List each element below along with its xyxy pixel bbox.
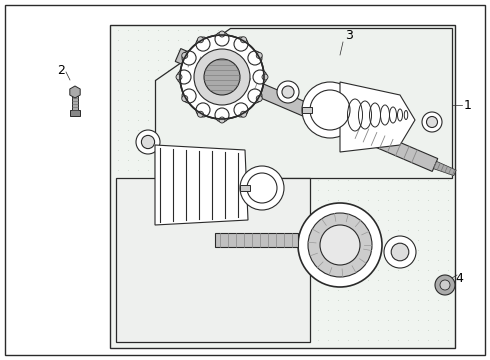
Circle shape <box>247 173 277 203</box>
Circle shape <box>196 103 210 117</box>
Bar <box>72 96 78 112</box>
Polygon shape <box>116 178 310 342</box>
Circle shape <box>182 53 188 59</box>
Circle shape <box>298 203 382 287</box>
Circle shape <box>136 130 160 154</box>
Circle shape <box>310 90 350 130</box>
Circle shape <box>176 74 182 80</box>
Circle shape <box>256 95 262 102</box>
Circle shape <box>215 32 229 46</box>
Circle shape <box>440 280 450 290</box>
Circle shape <box>194 49 250 105</box>
Circle shape <box>384 236 416 268</box>
Circle shape <box>262 74 268 80</box>
Circle shape <box>241 111 246 117</box>
Circle shape <box>435 275 455 295</box>
Circle shape <box>253 70 267 84</box>
Circle shape <box>302 82 358 138</box>
Circle shape <box>180 35 264 119</box>
Circle shape <box>182 95 188 102</box>
Circle shape <box>240 166 284 210</box>
Polygon shape <box>434 161 456 176</box>
Circle shape <box>241 37 246 43</box>
Circle shape <box>182 89 196 103</box>
Text: 4: 4 <box>455 271 463 284</box>
Circle shape <box>426 117 438 127</box>
Circle shape <box>219 117 225 123</box>
Circle shape <box>234 37 248 51</box>
Polygon shape <box>155 28 452 178</box>
Polygon shape <box>155 145 248 225</box>
Circle shape <box>320 225 360 265</box>
Bar <box>215 233 298 247</box>
Circle shape <box>196 37 210 51</box>
Text: 2: 2 <box>57 63 65 77</box>
Circle shape <box>422 112 442 132</box>
Text: 3: 3 <box>345 28 353 41</box>
Circle shape <box>308 213 372 277</box>
Circle shape <box>204 59 240 95</box>
Circle shape <box>248 89 262 103</box>
Bar <box>240 185 250 191</box>
Circle shape <box>248 51 262 65</box>
Circle shape <box>277 81 299 103</box>
Bar <box>70 110 80 116</box>
Circle shape <box>391 243 409 261</box>
Circle shape <box>219 31 225 37</box>
Bar <box>110 25 455 348</box>
Polygon shape <box>340 82 415 152</box>
Circle shape <box>234 103 248 117</box>
Circle shape <box>197 37 203 43</box>
Circle shape <box>282 86 294 98</box>
Text: 1: 1 <box>464 99 472 112</box>
Circle shape <box>197 111 203 117</box>
Polygon shape <box>175 49 438 171</box>
Circle shape <box>142 135 155 149</box>
Circle shape <box>256 53 262 59</box>
Circle shape <box>215 108 229 122</box>
Circle shape <box>177 70 191 84</box>
Bar <box>302 107 312 113</box>
Circle shape <box>182 51 196 65</box>
